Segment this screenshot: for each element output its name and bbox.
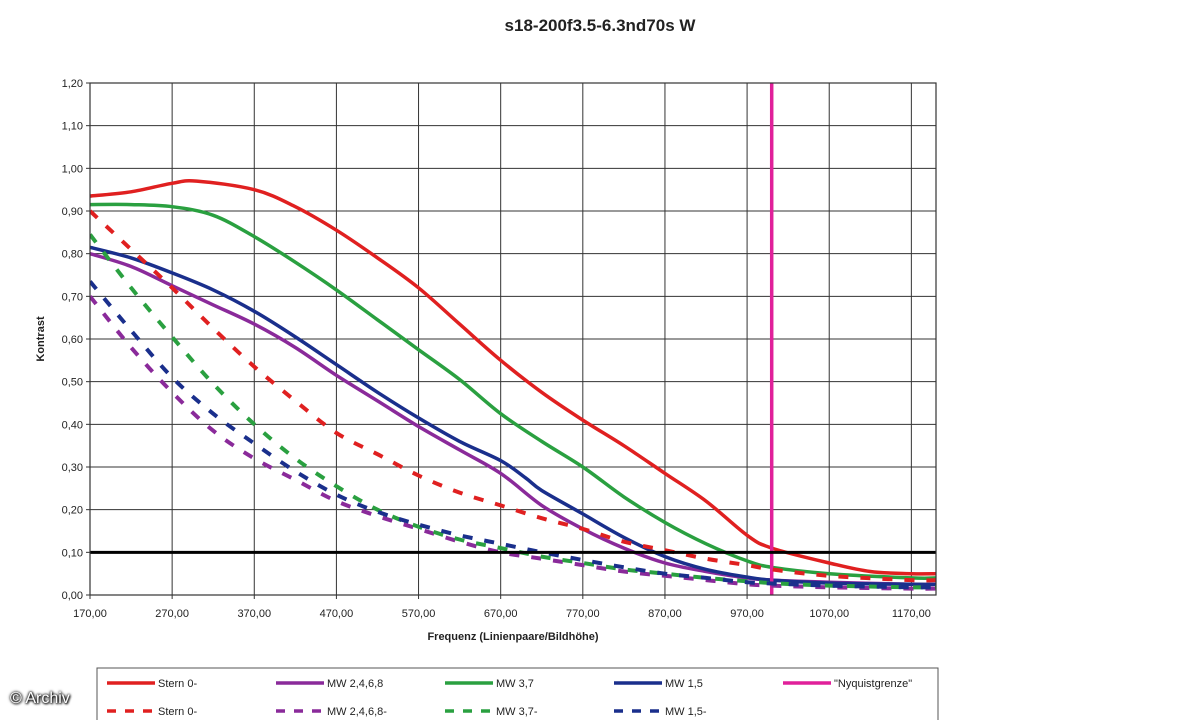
legend-label: MW 3,7 [496, 678, 534, 690]
series-group [90, 83, 936, 595]
legend-label: MW 3,7- [496, 706, 538, 718]
y-tick-label: 0,40 [62, 419, 83, 431]
x-tick-label: 370,00 [237, 608, 271, 620]
series-line-mw-1-5-dashed [90, 280, 936, 590]
x-axis-ticks: 170,00 270,00 370,00 470,00 570,00 670,00 770,… [73, 595, 931, 620]
y-tick-label: 0,20 [62, 505, 83, 517]
legend-label: MW 2,4,6,8- [327, 706, 387, 718]
chart-title: s18-200f3.5-6.3nd70s W [505, 16, 697, 35]
series-line-stern-0 [90, 179, 936, 576]
legend-label: MW 1,5 [665, 678, 703, 690]
y-tick-label: 1,20 [62, 78, 83, 90]
y-tick-label: 1,00 [62, 163, 83, 175]
legend-label: MW 2,4,6,8 [327, 678, 383, 690]
y-tick-label: 0,70 [62, 291, 83, 303]
legend-box [96, 667, 939, 720]
y-axis-ticks: 0,00 0,10 0,20 0,30 0,40 0,50 0,60 0,70 0,80 0,90… [62, 78, 90, 602]
y-tick-label: 0,00 [62, 590, 83, 602]
legend-label: Stern 0- [158, 678, 197, 690]
plot-area [89, 82, 937, 596]
x-tick-label: 170,00 [73, 608, 107, 620]
legend-label: Stern 0- [158, 706, 197, 718]
x-tick-label: 570,00 [402, 608, 436, 620]
x-tick-label: 670,00 [484, 608, 518, 620]
y-tick-label: 0,30 [62, 462, 83, 474]
y-tick-label: 0,50 [62, 377, 83, 389]
legend-label: "Nyquistgrenze" [834, 678, 912, 690]
y-tick-label: 1,10 [62, 121, 83, 133]
x-tick-label: 870,00 [648, 608, 682, 620]
series-line-mw-1-5 [90, 245, 936, 587]
y-tick-label: 0,80 [62, 249, 83, 261]
x-tick-label: 1170,00 [892, 608, 931, 620]
x-tick-label: 770,00 [566, 608, 600, 620]
copyright-credit: © Archiv [10, 690, 70, 707]
legend-label: MW 1,5- [665, 706, 707, 718]
x-tick-label: 1070,00 [809, 608, 849, 620]
series-line-stern-0-dashed [90, 209, 936, 583]
x-tick-label: 270,00 [155, 608, 189, 620]
x-tick-label: 470,00 [320, 608, 354, 620]
y-tick-label: 0,10 [62, 547, 83, 559]
y-tick-label: 0,60 [62, 334, 83, 346]
x-axis-label: Frequenz (Linienpaare/Bildhöhe) [427, 631, 598, 643]
series-line-mw-3-7 [90, 202, 936, 580]
x-tick-label: 970,00 [730, 608, 764, 620]
y-axis-label: Kontrast [35, 316, 47, 362]
y-tick-label: 0,90 [62, 206, 83, 218]
legend: Stern 0- MW 2,4,6,8 MW 3,7 MW 1,5 "Nyquistgr… [96, 667, 939, 720]
